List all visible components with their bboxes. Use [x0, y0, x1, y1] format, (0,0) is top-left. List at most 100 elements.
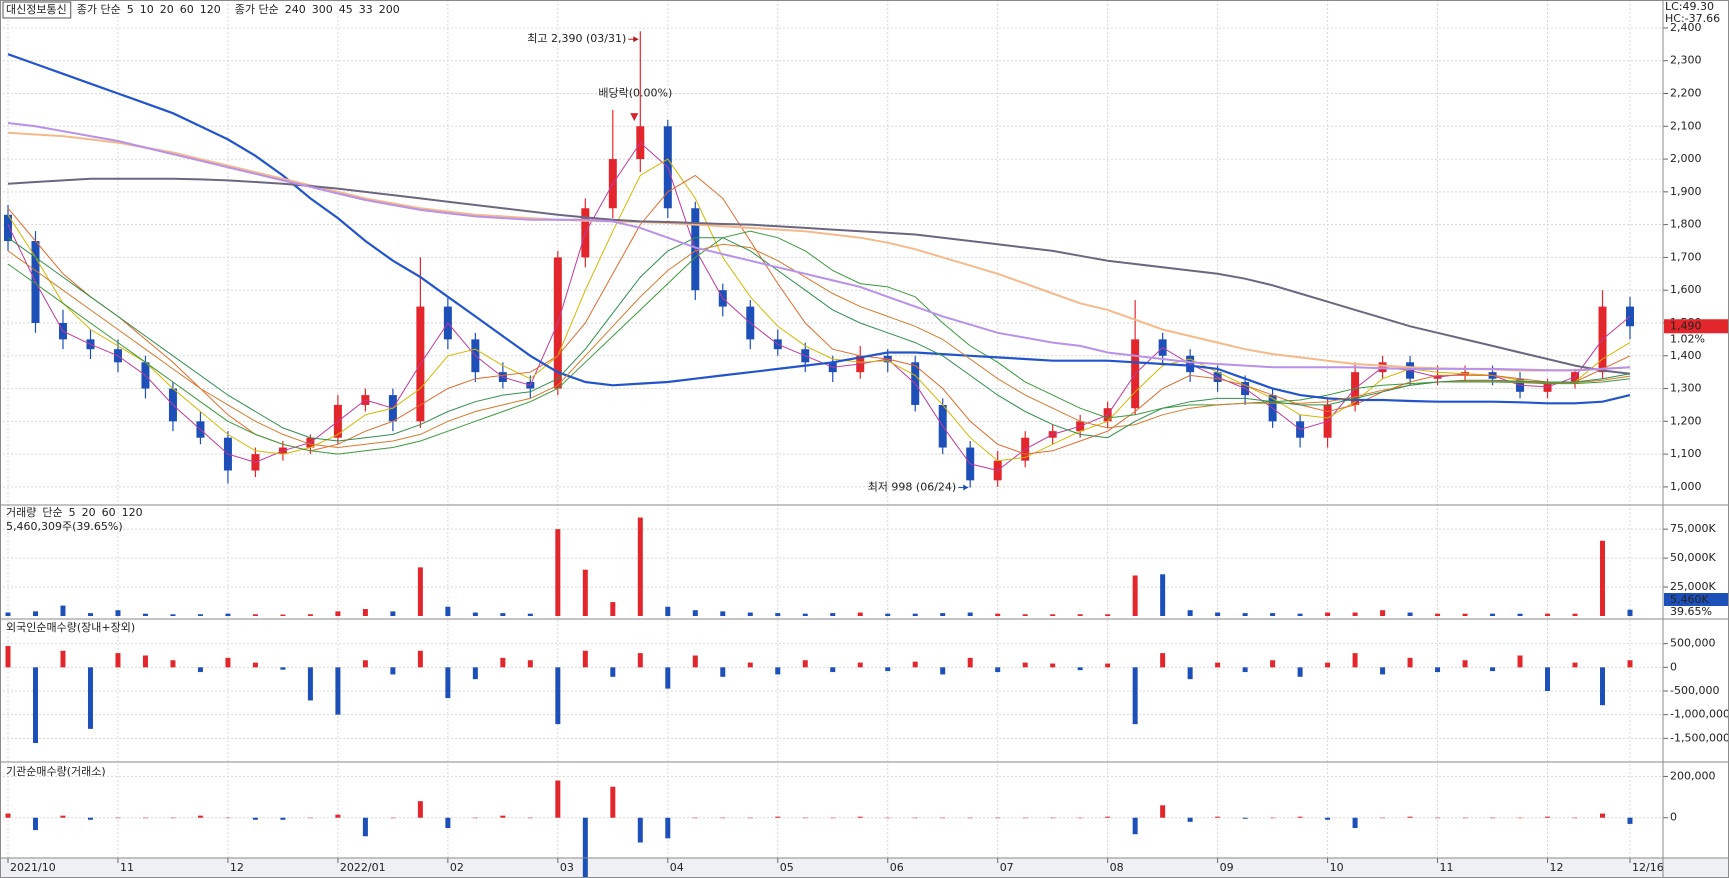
bar	[527, 613, 533, 616]
bar	[582, 817, 588, 878]
bar	[280, 817, 286, 820]
bar	[1407, 816, 1413, 818]
x-tick-label: 05	[780, 861, 794, 874]
bar	[692, 610, 698, 616]
bar	[472, 667, 478, 680]
bar	[335, 667, 341, 715]
bar	[802, 613, 808, 616]
bar	[307, 667, 313, 701]
y-tick-label: 50,000K	[1670, 551, 1716, 564]
y-tick-label: 1,000	[1670, 480, 1702, 493]
chart-title: 대신정보통신	[6, 3, 67, 16]
bar	[802, 660, 808, 668]
bar	[1517, 817, 1523, 819]
bar	[720, 667, 726, 677]
bar	[830, 613, 836, 616]
bar	[1462, 817, 1468, 819]
bar	[527, 817, 533, 819]
bar	[1600, 813, 1606, 818]
bar	[995, 817, 1001, 819]
bar	[1407, 657, 1413, 668]
x-tick-label: 2021/10	[10, 861, 56, 874]
bar	[1325, 817, 1331, 820]
bar	[1215, 662, 1221, 668]
legend-entry: 33	[359, 3, 373, 16]
bar	[445, 606, 451, 616]
y-tick-label: 1,600	[1670, 283, 1702, 296]
bar	[665, 606, 671, 616]
legend-entry: 300	[312, 3, 333, 16]
bar	[1132, 817, 1138, 835]
bar	[637, 653, 643, 668]
bar	[995, 613, 1001, 616]
bar	[940, 613, 946, 616]
bar	[1380, 610, 1386, 616]
bar	[1545, 613, 1551, 616]
bar	[692, 817, 698, 819]
y-tick-label: 200,000	[1670, 769, 1716, 782]
x-tick-label: 12/16	[1632, 861, 1664, 874]
bar	[1490, 817, 1496, 819]
moving-average-line	[7, 230, 1631, 455]
bar	[692, 655, 698, 668]
bar	[1215, 612, 1221, 616]
bar	[335, 611, 341, 616]
bar	[1242, 613, 1248, 616]
legend-entry: 45	[339, 3, 353, 16]
bar	[940, 667, 946, 675]
bar	[940, 817, 946, 819]
bar	[1380, 817, 1386, 819]
bar	[1490, 613, 1496, 616]
bar	[1380, 667, 1386, 675]
x-tick-label: 09	[1220, 861, 1234, 874]
y-tick-label: 0	[1670, 811, 1677, 824]
bar	[1105, 816, 1111, 818]
moving-average-line	[7, 177, 1631, 375]
bar	[1462, 613, 1468, 616]
x-tick-label: 12	[230, 861, 244, 874]
high-arrow-head	[633, 36, 639, 43]
bar	[170, 660, 176, 668]
legend-entry: 240	[285, 3, 306, 16]
last-volume-box	[1664, 593, 1728, 606]
legend-entry: 20	[160, 3, 174, 16]
bar	[1132, 667, 1138, 725]
bar	[1325, 662, 1331, 668]
bar	[362, 817, 368, 837]
bar	[912, 613, 918, 616]
bar	[60, 815, 66, 818]
bar	[225, 657, 231, 668]
bar	[170, 817, 176, 819]
bar	[500, 815, 506, 818]
bar	[1352, 817, 1358, 829]
bar	[362, 660, 368, 668]
bar	[307, 614, 313, 616]
bar	[1517, 613, 1523, 616]
bar	[280, 614, 286, 616]
y-tick-label: 1,900	[1670, 185, 1702, 198]
x-tick-label: 03	[560, 861, 574, 874]
last-volume-label: 5,460K	[1670, 593, 1709, 606]
bar	[610, 786, 616, 818]
y-tick-label: -1,000,000	[1670, 708, 1729, 721]
bar	[445, 817, 451, 829]
high-note: 최고 2,390 (03/31)	[527, 32, 626, 45]
bar	[87, 613, 93, 616]
bar	[32, 611, 38, 616]
x-tick-label: 07	[1000, 861, 1014, 874]
last-price-box	[1664, 319, 1728, 334]
bar	[1022, 662, 1028, 668]
ex-dividend-marker	[630, 113, 639, 122]
x-tick-label: 10	[1330, 861, 1344, 874]
bar	[555, 529, 561, 616]
x-tick-label: 08	[1110, 861, 1124, 874]
legend-entry: 200	[379, 3, 400, 16]
moving-average-line	[7, 243, 1631, 449]
bar	[802, 817, 808, 819]
bar	[665, 667, 671, 689]
bar	[197, 815, 203, 818]
bar	[32, 667, 38, 744]
last-volume-change: 39.65%	[1670, 605, 1712, 618]
bar	[60, 605, 66, 616]
